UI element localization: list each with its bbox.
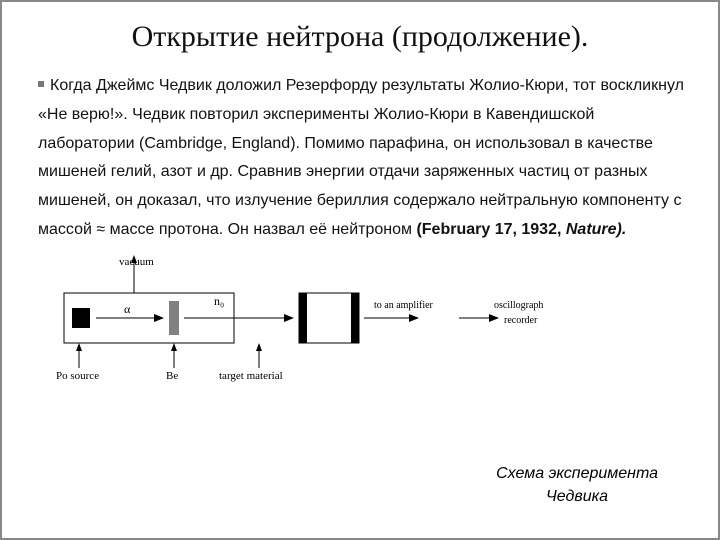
label-neutron: n₀: [214, 294, 224, 308]
bullet-icon: [38, 81, 44, 87]
slide-title: Открытие нейтрона (продолжение).: [34, 20, 686, 54]
label-recorder: recorder: [504, 315, 538, 326]
label-po-source: Po source: [56, 370, 99, 382]
label-vacuum: vacuum: [119, 256, 154, 268]
caption-line2: Чедвика: [496, 486, 658, 508]
label-oscillograph: oscillograph: [494, 300, 543, 311]
label-be: Be: [166, 370, 178, 382]
para-pre: Когда Джеймс Чедвик доложил Резерфорду р…: [38, 77, 684, 238]
experiment-diagram: vacuum Po source α Be n₀: [54, 253, 704, 393]
po-source-icon: [72, 308, 90, 328]
body-paragraph: Когда Джеймс Чедвик доложил Резерфорду р…: [34, 72, 686, 245]
caption-line1: Схема эксперимента: [496, 463, 658, 485]
diagram-caption: Схема эксперимента Чедвика: [496, 463, 658, 508]
be-target-icon: [169, 301, 179, 335]
label-alpha: α: [124, 302, 131, 316]
para-bold: (February 17, 1932,: [416, 221, 565, 238]
label-target: target material: [219, 370, 283, 382]
label-amplifier: to an amplifier: [374, 300, 434, 311]
diagram-svg: vacuum Po source α Be n₀: [54, 253, 554, 383]
para-bold-italic: Nature).: [566, 221, 626, 238]
